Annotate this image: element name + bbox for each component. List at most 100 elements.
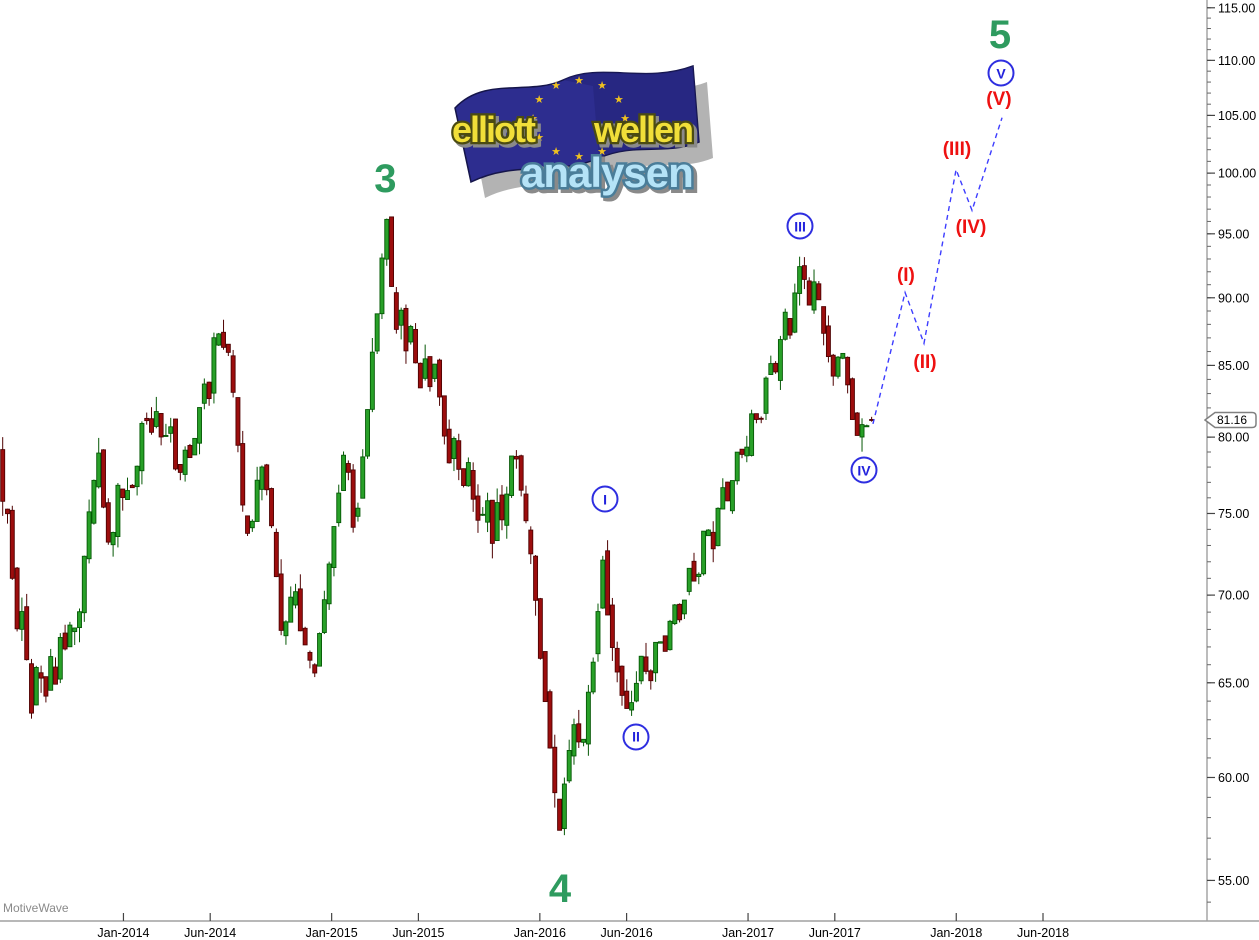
candle: [398, 307, 404, 340]
candle: [120, 488, 126, 511]
wave-label-4[interactable]: 4: [548, 867, 572, 912]
star-icon: ★: [620, 113, 630, 125]
wave-label-paren-II[interactable]: (II): [913, 351, 937, 373]
candle: [816, 281, 822, 301]
candle: [245, 515, 250, 536]
candle: [686, 567, 692, 596]
star-icon: ★: [534, 132, 544, 144]
candle: [609, 597, 615, 661]
wave-label-circled-I[interactable]: I: [591, 485, 619, 513]
x-axis-label: Jan-2017: [722, 926, 774, 940]
candle: [518, 454, 524, 497]
candle: [216, 332, 222, 346]
candle: [144, 412, 150, 425]
wave-label-circled-IV[interactable]: IV: [850, 456, 878, 484]
wave-label-paren-V[interactable]: (V): [986, 88, 1012, 110]
candle: [595, 603, 601, 662]
candle: [499, 485, 505, 531]
y-axis-label: 65.00: [1218, 676, 1249, 690]
wave-label-circled-II[interactable]: II: [622, 723, 650, 751]
candle: [283, 620, 289, 645]
logo-text-analysen: analysen: [521, 149, 693, 196]
candle: [667, 619, 673, 651]
candle: [763, 376, 769, 421]
candle: [38, 665, 44, 693]
candle: [254, 466, 260, 522]
motivewave-watermark: MotiveWave: [3, 901, 69, 915]
candle: [307, 650, 313, 669]
star-icon: ★: [528, 113, 538, 125]
wave-label-circled-V[interactable]: V: [987, 59, 1015, 87]
star-icon: ★: [551, 146, 561, 158]
candle: [384, 218, 390, 266]
candle: [446, 419, 452, 464]
candle: [389, 216, 395, 287]
candle: [269, 487, 274, 529]
candle: [657, 641, 663, 644]
y-axis-label: 115.00: [1218, 1, 1255, 15]
candle: [864, 424, 870, 428]
candle: [605, 540, 611, 616]
candle: [139, 421, 145, 485]
wave-label-3[interactable]: 3: [374, 157, 397, 202]
candle: [413, 323, 419, 364]
wave-label-paren-III[interactable]: (III): [942, 138, 972, 160]
candle: [369, 337, 375, 413]
price-axis[interactable]: [1208, 0, 1259, 921]
candle: [278, 559, 284, 636]
candle: [792, 283, 798, 334]
candle: [782, 308, 788, 341]
projection-line[interactable]: [872, 117, 1003, 425]
candle: [14, 567, 20, 632]
candle: [561, 777, 567, 836]
candle: [326, 561, 332, 610]
candle: [321, 590, 327, 635]
candle: [753, 413, 759, 424]
candle: [456, 433, 462, 481]
candle: [696, 572, 702, 585]
candle: [110, 531, 116, 557]
candle: [672, 604, 678, 626]
candle: [461, 468, 467, 488]
candle: [830, 353, 836, 386]
candle: [705, 529, 711, 537]
candle: [336, 484, 342, 527]
candle: [691, 552, 697, 582]
candle: [134, 465, 140, 496]
candle: [451, 436, 457, 472]
candle: [773, 361, 779, 374]
wave-label-5[interactable]: 5: [988, 12, 1012, 57]
logo-text-wellen: wellen: [593, 109, 692, 150]
candle: [350, 464, 356, 533]
candle: [105, 498, 111, 545]
candle: [821, 306, 827, 346]
candle: [72, 627, 78, 645]
candle: [849, 377, 855, 420]
candle: [53, 657, 58, 685]
candle: [153, 396, 159, 429]
x-axis-label: Jun-2014: [184, 926, 236, 940]
candle: [509, 455, 515, 498]
candle: [585, 684, 591, 756]
candle: [797, 256, 803, 306]
y-axis-label: 55.00: [1218, 874, 1249, 888]
wave-label-paren-IV[interactable]: (IV): [955, 216, 987, 238]
candle: [523, 485, 529, 524]
star-icon: ★: [597, 146, 607, 158]
candle: [360, 449, 366, 499]
candle: [365, 409, 371, 459]
wave-label-circled-III[interactable]: III: [786, 212, 814, 240]
candle: [417, 362, 423, 389]
candle: [437, 358, 443, 406]
x-axis-label: Jun-2016: [601, 926, 653, 940]
time-axis[interactable]: [0, 922, 1259, 940]
wave-label-paren-I[interactable]: (I): [896, 264, 915, 286]
candle: [149, 407, 154, 435]
candle: [734, 451, 740, 485]
candle: [576, 709, 582, 748]
candle: [619, 665, 625, 706]
candle: [293, 583, 298, 609]
